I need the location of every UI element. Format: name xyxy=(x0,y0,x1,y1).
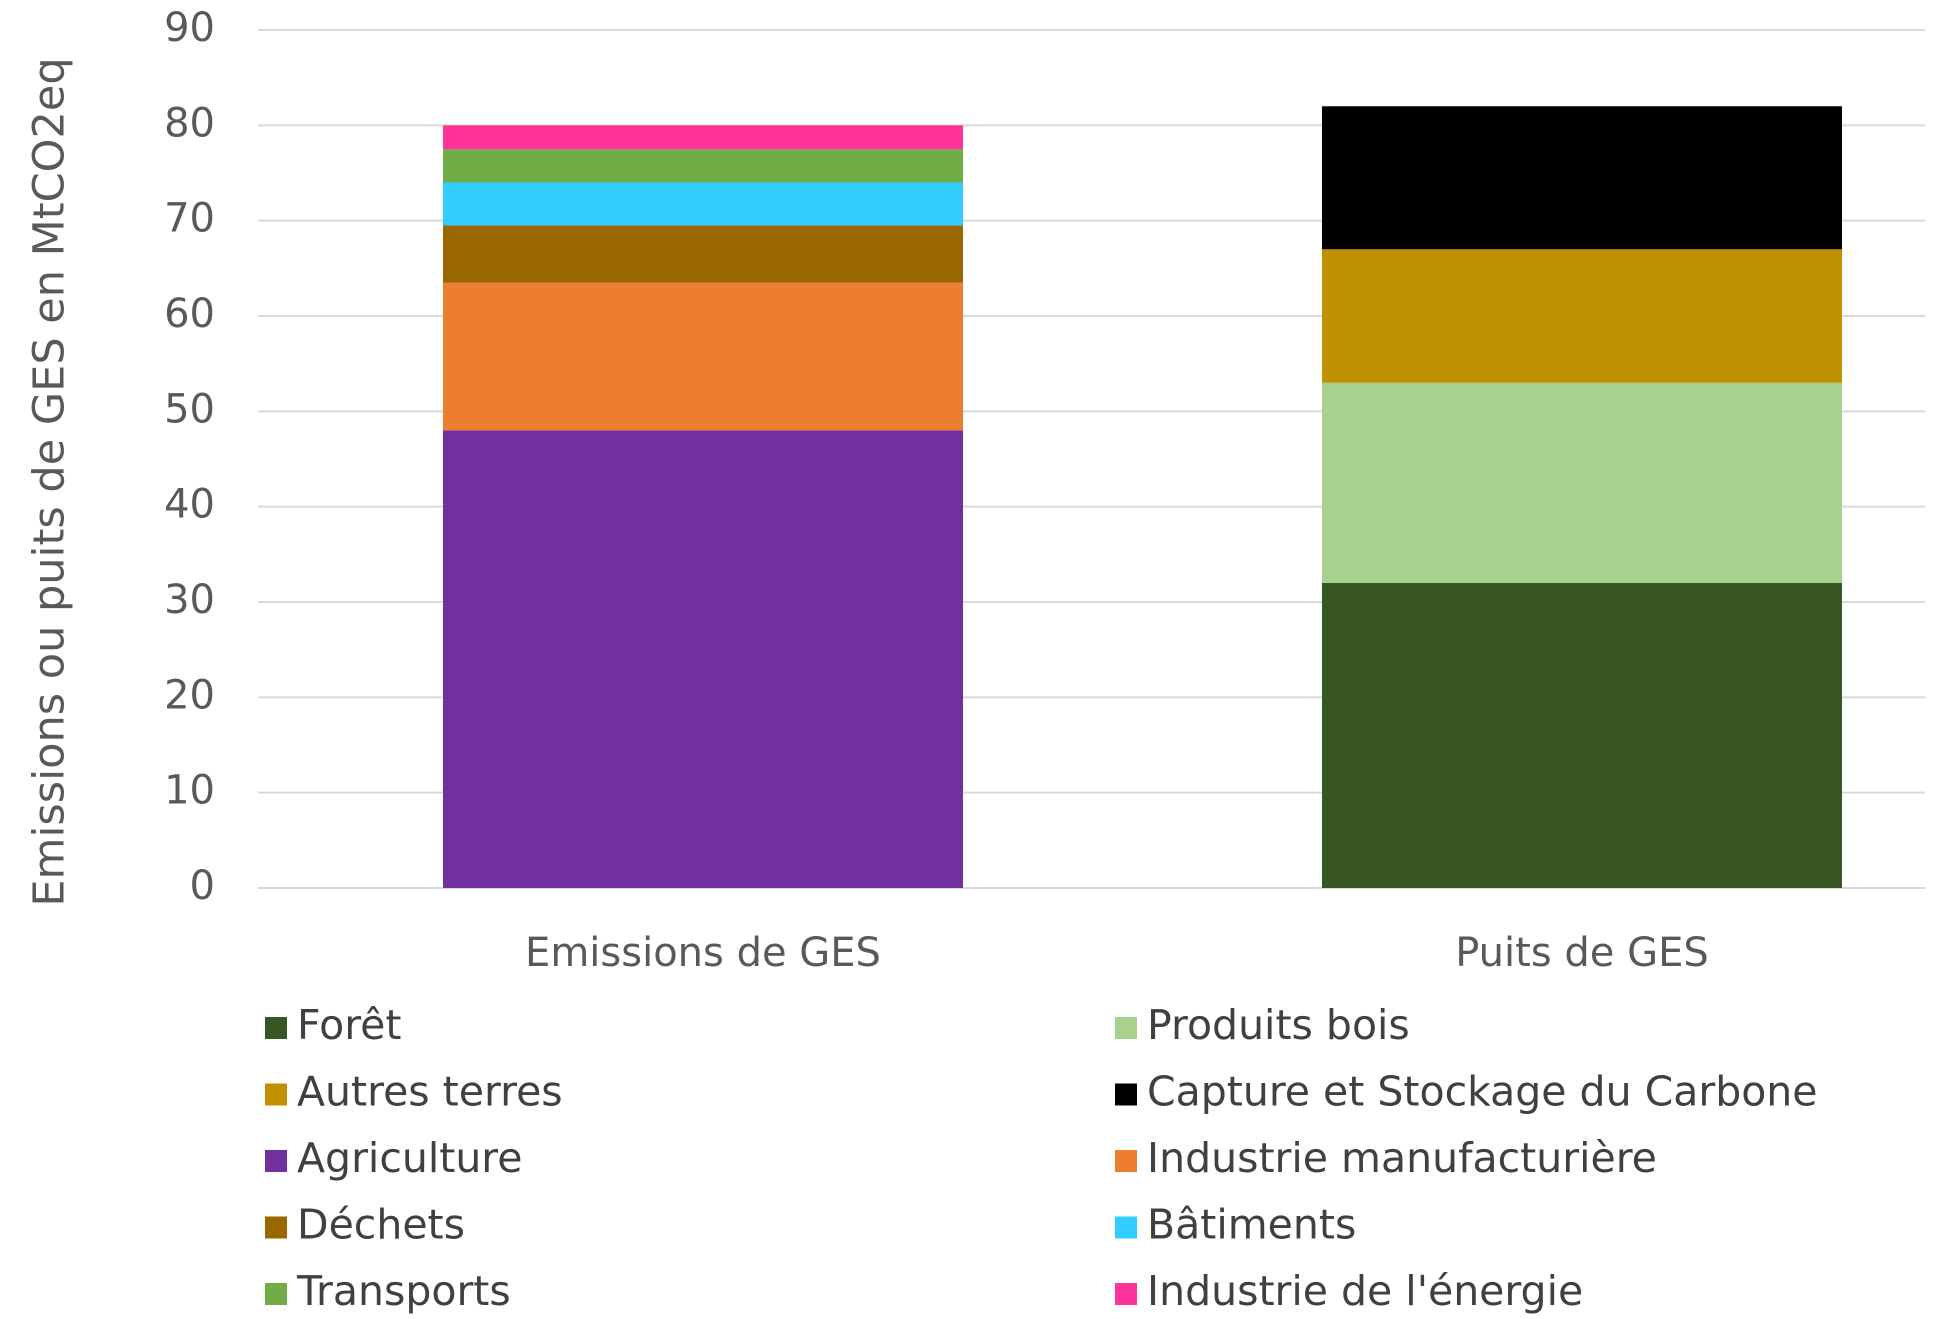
bar-segment-dechets xyxy=(443,225,963,283)
legend-entry-agriculture: Agriculture xyxy=(265,1134,522,1182)
legend-label: Bâtiments xyxy=(1147,1201,1356,1249)
legend-label: Industrie manufacturière xyxy=(1147,1134,1657,1182)
y-axis-label: Emissions ou puits de GES en MtCO2eq xyxy=(25,57,75,906)
legend-label: Transports xyxy=(296,1267,511,1315)
legend-label: Capture et Stockage du Carbone xyxy=(1147,1068,1818,1116)
bar-segment-industrie-de-l-energie xyxy=(443,125,963,150)
legend-swatch xyxy=(265,1283,287,1305)
legend-label: Forêt xyxy=(297,1001,401,1049)
legend-swatch xyxy=(265,1150,287,1172)
y-tick-label: 0 xyxy=(190,863,215,909)
bar-segment-autres-terres xyxy=(1322,249,1842,383)
legend-entry-dechets: Déchets xyxy=(265,1201,465,1249)
legend-swatch xyxy=(1115,1283,1137,1305)
legend-swatch xyxy=(1115,1216,1137,1239)
legend-swatch xyxy=(1115,1017,1137,1039)
y-tick-label: 30 xyxy=(164,577,215,623)
bar-segment-agriculture xyxy=(443,430,963,888)
bars xyxy=(443,106,1842,888)
x-category-label: Puits de GES xyxy=(1455,930,1709,976)
x-axis-category-labels: Emissions de GES Puits de GES xyxy=(525,930,1709,976)
legend-entry-industrie-de-l-energie: Industrie de l'énergie xyxy=(1115,1267,1583,1315)
legend-entry-transports: Transports xyxy=(265,1267,511,1315)
legend-label: Agriculture xyxy=(297,1134,522,1182)
legend: Forêt Produits bois Autres terres Capture e… xyxy=(265,1001,1818,1315)
legend-entry-industrie-manufacturiere: Industrie manufacturière xyxy=(1115,1134,1657,1182)
bar-segment-transports xyxy=(443,149,963,183)
x-category-label: Emissions de GES xyxy=(525,930,881,976)
legend-entry-autres-terres: Autres terres xyxy=(265,1068,563,1116)
legend-entry-batiments: Bâtiments xyxy=(1115,1201,1356,1249)
legend-label: Autres terres xyxy=(297,1068,563,1116)
legend-swatch xyxy=(265,1083,287,1106)
legend-label: Produits bois xyxy=(1147,1001,1410,1049)
y-tick-label: 90 xyxy=(164,5,215,51)
legend-entry-produits-bois: Produits bois xyxy=(1115,1001,1410,1049)
y-tick-label: 10 xyxy=(164,768,215,814)
y-axis-tick-labels: 0 10 20 30 40 50 60 70 80 90 xyxy=(164,5,215,909)
bar-segment-capture-et-stockage-du-carbone xyxy=(1322,106,1842,250)
legend-label: Industrie de l'énergie xyxy=(1147,1267,1583,1315)
y-tick-label: 40 xyxy=(164,482,215,528)
bar-segment-produits-bois xyxy=(1322,382,1842,583)
legend-swatch xyxy=(265,1216,287,1239)
y-tick-label: 70 xyxy=(164,196,215,242)
y-tick-label: 60 xyxy=(164,291,215,337)
bar-segment-industrie-manufacturiere xyxy=(443,282,963,431)
bar-segment-foret xyxy=(1322,582,1842,888)
legend-swatch xyxy=(265,1017,287,1039)
y-tick-label: 50 xyxy=(164,386,215,432)
legend-entry-foret: Forêt xyxy=(265,1001,401,1049)
y-tick-label: 20 xyxy=(164,672,215,718)
legend-swatch xyxy=(1115,1150,1137,1172)
legend-swatch xyxy=(1115,1083,1137,1106)
y-tick-label: 80 xyxy=(164,100,215,146)
bar-segment-batiments xyxy=(443,182,963,226)
legend-entry-capture-et-stockage-du-carbone: Capture et Stockage du Carbone xyxy=(1115,1068,1818,1116)
legend-label: Déchets xyxy=(297,1201,465,1249)
